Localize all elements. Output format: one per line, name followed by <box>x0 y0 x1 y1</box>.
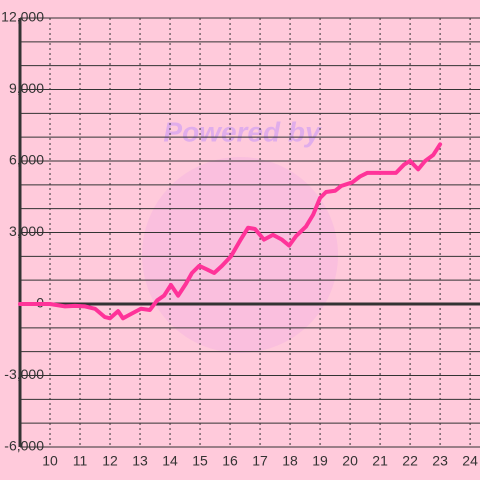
x-tick-label: 10 <box>42 453 58 469</box>
watermark-text: Powered by <box>163 116 322 147</box>
y-tick-label: -6,000 <box>4 438 44 454</box>
x-tick-label: 15 <box>192 453 208 469</box>
x-tick-label: 23 <box>432 453 448 469</box>
x-tick-label: 16 <box>222 453 238 469</box>
x-tick-label: 13 <box>132 453 148 469</box>
x-tick-label: 20 <box>342 453 358 469</box>
y-tick-label: 12,000 <box>1 9 44 25</box>
y-tick-label: 9,000 <box>9 80 44 96</box>
x-tick-label: 24 <box>462 453 478 469</box>
x-tick-label: 22 <box>402 453 418 469</box>
y-tick-label: 3,000 <box>9 223 44 239</box>
x-tick-label: 14 <box>162 453 178 469</box>
y-tick-label: 6,000 <box>9 152 44 168</box>
x-tick-label: 19 <box>312 453 328 469</box>
x-tick-label: 12 <box>102 453 118 469</box>
y-tick-label: -3,000 <box>4 366 44 382</box>
x-tick-label: 17 <box>252 453 268 469</box>
data-line <box>18 142 443 321</box>
x-tick-label: 21 <box>372 453 388 469</box>
watermark-image <box>142 157 338 353</box>
x-tick-label: 18 <box>282 453 298 469</box>
x-tick-label: 11 <box>73 453 88 469</box>
